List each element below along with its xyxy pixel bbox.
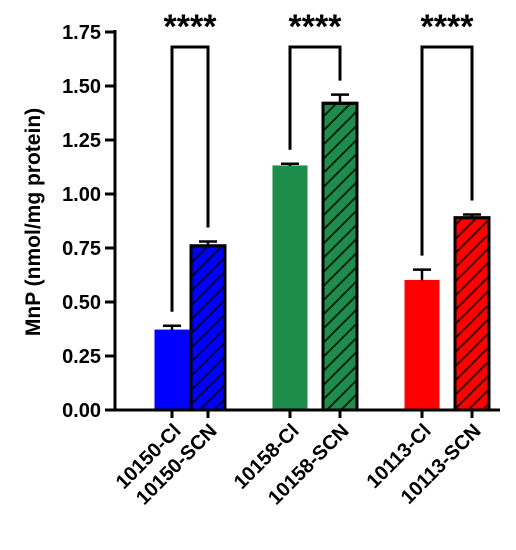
y-tick-label: 1.75 bbox=[62, 22, 101, 44]
y-tick-label: 1.50 bbox=[62, 76, 101, 98]
significance-label: **** bbox=[164, 8, 218, 46]
significance-brackets: **** **** **** bbox=[164, 8, 475, 312]
y-tick-label: 0.50 bbox=[62, 292, 101, 314]
y-tick-label: 0.25 bbox=[62, 346, 101, 368]
y-tick-label: 1.00 bbox=[62, 184, 101, 206]
bar-10158-Cl bbox=[272, 162, 308, 411]
bar-hatch bbox=[189, 244, 227, 412]
significance-bracket bbox=[420, 45, 474, 256]
significance-bracket bbox=[170, 45, 210, 312]
bar bbox=[272, 165, 308, 411]
y-axis-label: MnP (nmol/mg protein) bbox=[22, 108, 45, 336]
bar-10113-Cl bbox=[404, 268, 440, 411]
bar-hatch bbox=[453, 216, 491, 412]
y-tick-label: 0.00 bbox=[62, 400, 101, 422]
bar-10150-Cl bbox=[154, 324, 190, 411]
bar-10158-SCN bbox=[321, 93, 359, 412]
bar bbox=[404, 279, 440, 411]
bars bbox=[154, 93, 491, 412]
y-tick-label: 0.75 bbox=[62, 238, 101, 260]
y-axis: 0.00 0.25 0.50 0.75 1.00 1.25 1.50 1.75 bbox=[62, 22, 117, 422]
bar bbox=[154, 329, 190, 411]
significance-label: **** bbox=[289, 8, 343, 46]
y-tick-label: 1.25 bbox=[62, 130, 101, 152]
bar-10113-SCN bbox=[453, 213, 491, 412]
bar-hatch bbox=[321, 101, 359, 412]
bar-10150-SCN bbox=[189, 240, 227, 412]
significance-bracket bbox=[288, 45, 342, 150]
significance-label: **** bbox=[421, 8, 475, 46]
